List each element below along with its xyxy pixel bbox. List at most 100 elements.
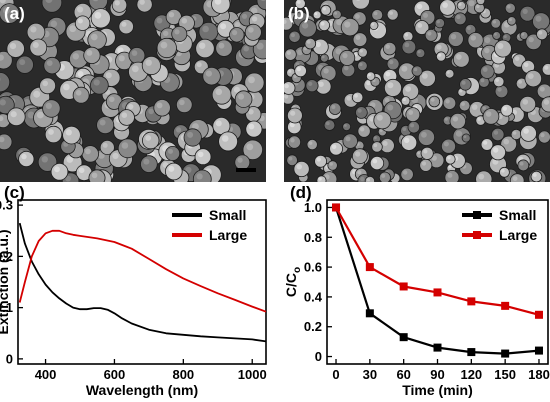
data-point-large — [534, 310, 543, 319]
y-tick-label: 0.6 — [304, 260, 322, 275]
sem-particle-highlight — [458, 2, 462, 6]
x-tick-label: 60 — [396, 367, 410, 382]
sem-particle-highlight — [114, 0, 120, 6]
sem-particle-highlight — [336, 19, 343, 26]
sem-particle-highlight — [503, 35, 507, 39]
sem-particle-highlight — [320, 21, 325, 26]
sem-particle-highlight — [385, 44, 390, 49]
sem-particle-highlight — [359, 49, 363, 53]
data-point-small — [467, 348, 476, 357]
sem-particle-highlight — [221, 135, 229, 142]
sem-particle-highlight — [93, 79, 100, 86]
sem-particle-highlight — [455, 130, 463, 137]
sem-particle-highlight — [308, 81, 313, 86]
sem-particle-highlight — [355, 35, 361, 40]
sem-particle-highlight — [430, 97, 435, 102]
sem-particle-highlight — [512, 176, 518, 182]
sem-particle-highlight — [94, 12, 102, 19]
sem-particle-highlight — [366, 80, 371, 86]
sem-particle-highlight — [10, 111, 17, 118]
sem-particle-highlight — [168, 165, 175, 172]
sem-particle-highlight — [331, 105, 336, 109]
sem-particle-highlight — [528, 36, 534, 43]
sem-particle-highlight — [538, 30, 543, 35]
sem-particle-highlight — [416, 3, 423, 10]
x-tick-label: 90 — [430, 367, 444, 382]
sem-particle-highlight — [417, 151, 421, 155]
sem-particle-highlight — [373, 143, 378, 148]
sem-particle-highlight — [540, 133, 545, 138]
y-tick-label: 0.8 — [304, 230, 322, 245]
sem-particle-highlight — [543, 99, 550, 105]
sem-particle-highlight — [289, 122, 295, 128]
sem-particle-highlight — [408, 110, 414, 115]
sem-particle-highlight — [318, 177, 322, 181]
sem-particle-highlight — [385, 71, 391, 77]
sem-particle-highlight — [42, 80, 48, 87]
sem-particle-highlight — [483, 140, 488, 145]
sem-particle-highlight — [438, 53, 442, 57]
panel-label-d: (d) — [290, 183, 312, 202]
sem-particle-highlight — [296, 164, 302, 170]
sem-particle-highlight — [503, 138, 510, 145]
sem-particle-highlight — [0, 77, 1, 82]
sem-image-b-canvas — [284, 0, 550, 182]
sem-particle-highlight — [401, 65, 408, 72]
sem-particle-highlight — [174, 29, 180, 35]
sem-particle-highlight — [297, 0, 301, 4]
sem-particle-highlight — [335, 48, 342, 55]
sem-particle-highlight — [518, 80, 522, 84]
x-tick-label: 600 — [104, 367, 126, 382]
sem-particle-highlight — [405, 86, 411, 92]
data-point-large — [433, 288, 442, 297]
sem-particle-highlight — [205, 70, 212, 77]
sem-particle-highlight — [248, 123, 255, 130]
sem-particle-highlight — [50, 20, 58, 28]
sem-particle-highlight — [284, 94, 289, 99]
series-line-large — [335, 206, 540, 316]
sem-particle-highlight — [143, 158, 150, 165]
sem-particle-highlight — [288, 69, 292, 73]
sem-particle-highlight — [185, 166, 192, 174]
sem-particle-highlight — [404, 42, 410, 48]
data-point-large — [399, 282, 408, 291]
data-point-small — [433, 343, 442, 352]
data-point-large — [501, 301, 510, 310]
sem-particle-highlight — [98, 152, 105, 159]
x-axis-label: Time (min) — [402, 382, 473, 398]
sem-particle-highlight — [421, 161, 427, 166]
sem-particle-highlight — [445, 99, 450, 104]
sem-particle-highlight — [522, 8, 528, 14]
sem-particle-highlight — [507, 4, 511, 9]
sem-particle-highlight — [417, 23, 423, 28]
sem-particle-highlight — [72, 53, 80, 60]
sem-particle-highlight — [65, 175, 71, 182]
sem-particle-highlight — [354, 93, 358, 98]
sem-image-a-canvas — [0, 0, 266, 182]
sem-particle-highlight — [382, 141, 388, 146]
sem-particle-highlight — [102, 142, 108, 148]
sem-particle-highlight — [238, 93, 245, 100]
sem-particle-highlight — [427, 31, 432, 36]
sem-particle-highlight — [192, 123, 199, 130]
legend-marker-large — [473, 231, 481, 239]
sem-particle-highlight — [521, 32, 525, 36]
sem-particle-highlight — [196, 173, 203, 180]
sem-particle-highlight — [220, 23, 227, 30]
sem-particle-highlight — [105, 72, 112, 79]
data-point-large — [332, 203, 341, 212]
sem-particle-highlight — [303, 46, 307, 51]
sem-particle-highlight — [46, 60, 53, 66]
sem-particle-highlight — [468, 0, 475, 7]
sem-particle-highlight — [478, 173, 485, 180]
sem-particle-highlight — [461, 102, 465, 106]
sem-particle-highlight — [251, 7, 258, 14]
sem-particle-highlight — [218, 42, 225, 49]
sem-particle-highlight — [286, 50, 291, 55]
sem-particle-highlight — [109, 96, 115, 103]
sem-particle-highlight — [256, 42, 264, 50]
sem-particle-highlight — [523, 128, 529, 134]
legend-label-small: Small — [209, 207, 246, 223]
